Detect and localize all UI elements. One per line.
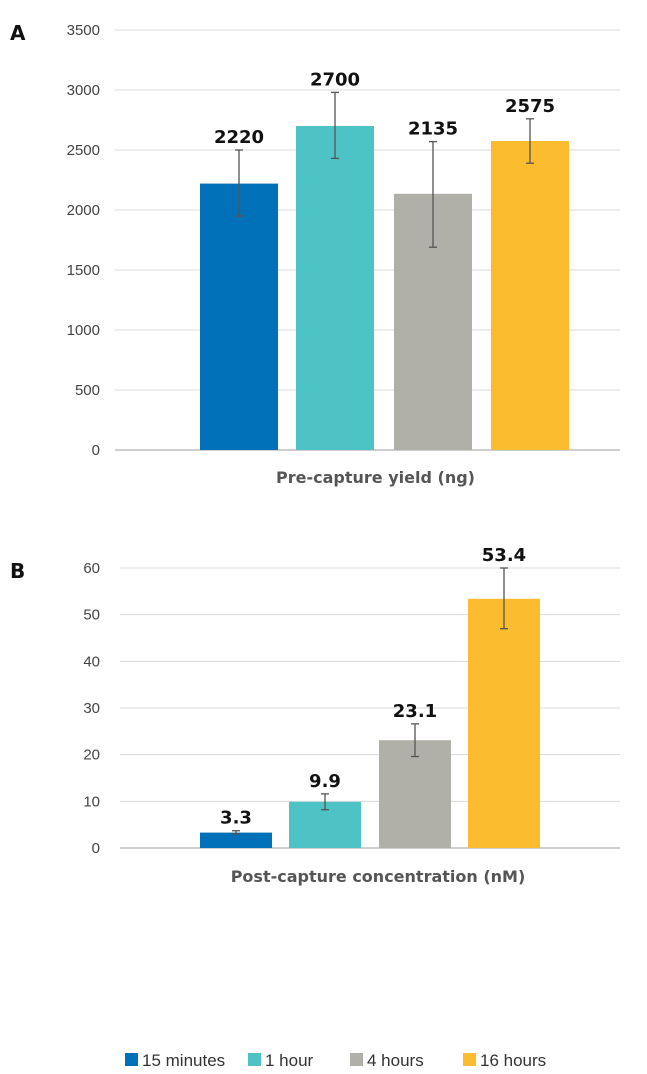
legend: 15 minutes 1 hour 4 hours 16 hours [125, 1051, 546, 1070]
y-tick-label: 30 [83, 700, 100, 717]
bar [468, 598, 540, 848]
bar [491, 141, 569, 450]
legend-label: 1 hour [265, 1051, 314, 1070]
y-tick-label: 2500 [67, 142, 100, 159]
y-tick-label: 60 [83, 560, 100, 577]
data-label: 53.4 [482, 545, 526, 566]
y-tick-label: 40 [83, 653, 100, 670]
x-axis-label: Post-capture concentration (nM) [231, 867, 526, 886]
data-label: 2700 [310, 69, 360, 90]
y-tick-label: 2000 [67, 202, 100, 219]
data-label: 2135 [408, 119, 458, 140]
y-tick-label: 0 [92, 840, 100, 857]
bar [379, 740, 451, 848]
y-tick-label: 500 [75, 382, 100, 399]
data-label: 2575 [505, 96, 555, 117]
panel-letter: B [10, 559, 25, 583]
legend-swatch [463, 1053, 476, 1066]
chart-panel-b: B 0 10 20 30 40 50 60 3.3 9.9 23.1 53.4 Post-capture… [10, 545, 620, 886]
y-tick-label: 50 [83, 607, 100, 624]
data-label: 2220 [214, 127, 264, 148]
data-label: 3.3 [220, 808, 252, 829]
y-tick-label: 20 [83, 747, 100, 764]
y-tick-label: 1000 [67, 322, 100, 339]
bar [200, 183, 278, 450]
legend-swatch [350, 1053, 363, 1066]
legend-label: 4 hours [367, 1051, 424, 1070]
y-tick-label: 3500 [67, 22, 100, 39]
y-tick-label: 1500 [67, 262, 100, 279]
data-label: 23.1 [393, 701, 437, 722]
legend-label: 16 hours [480, 1051, 546, 1070]
y-tick-label: 3000 [67, 82, 100, 99]
bar [200, 832, 272, 848]
x-axis-label: Pre-capture yield (ng) [276, 468, 475, 487]
legend-label: 15 minutes [142, 1051, 225, 1070]
data-label: 9.9 [309, 771, 341, 792]
y-tick-label: 10 [83, 793, 100, 810]
legend-swatch [125, 1053, 138, 1066]
bar [296, 126, 374, 450]
panel-letter: A [10, 21, 26, 45]
legend-swatch [248, 1053, 261, 1066]
chart-panel-a: A 0 500 1000 1500 2000 2500 3000 3500 2220 2700 213… [10, 21, 620, 487]
y-tick-label: 0 [92, 442, 100, 459]
